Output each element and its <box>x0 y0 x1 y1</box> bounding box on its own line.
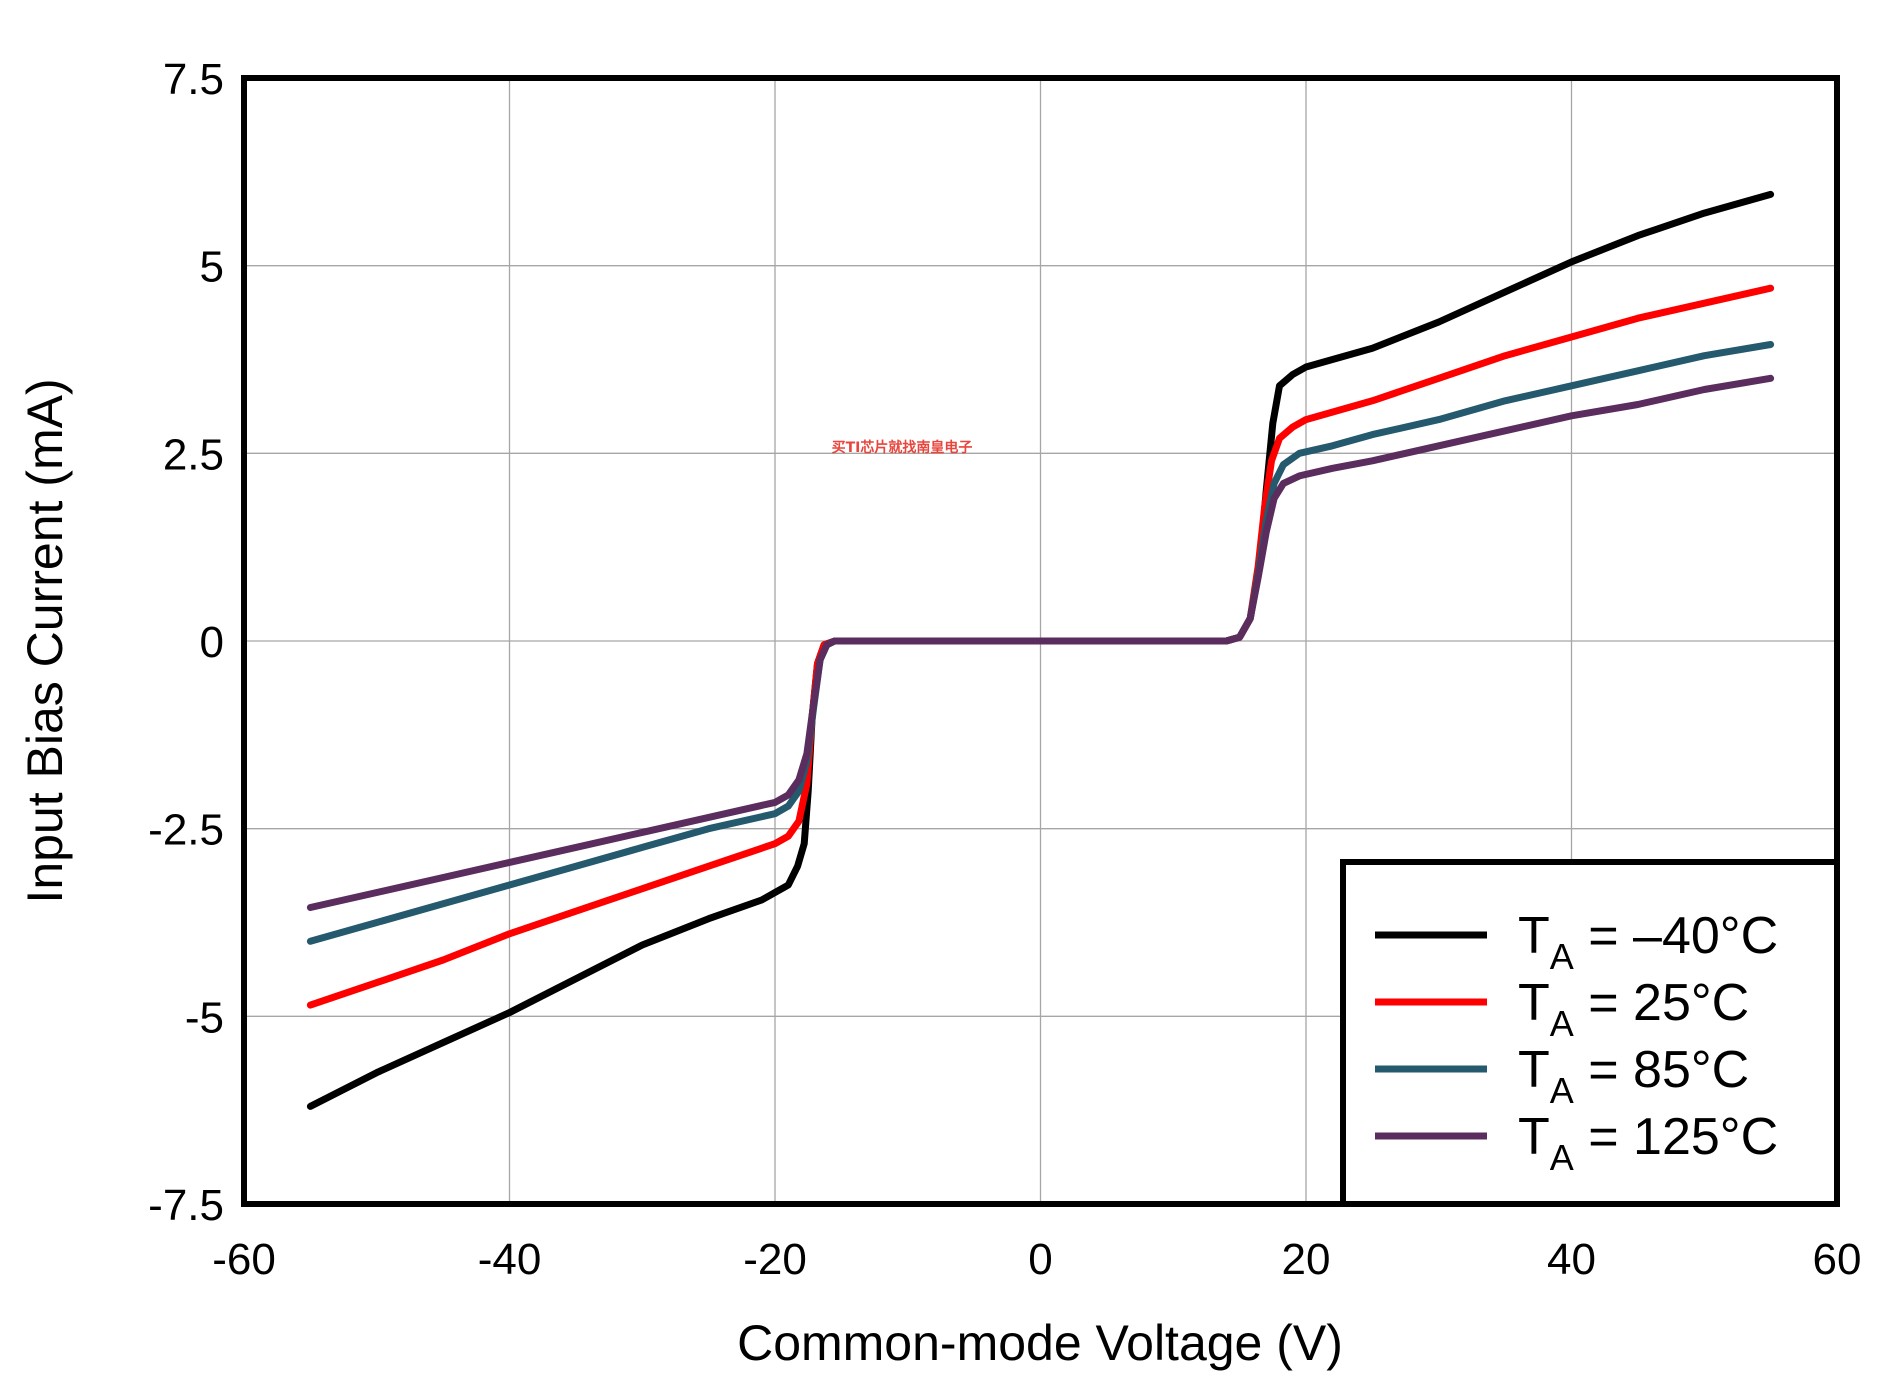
y-tick-label: -5 <box>185 993 224 1042</box>
y-tick-labels: 7.5 5 2.5 0 -2.5 -5 -7.5 <box>148 55 224 1230</box>
legend-label-main: T <box>1518 1041 1550 1099</box>
x-tick-labels: -60 -40 -20 0 20 40 60 <box>212 1235 1861 1284</box>
x-tick-label: 0 <box>1028 1235 1052 1284</box>
legend-label-main: T <box>1518 907 1550 965</box>
legend-label-sub: A <box>1550 936 1574 977</box>
series-line <box>306 374 1775 911</box>
legend-label: TA = 85°C <box>1518 1041 1749 1111</box>
x-tick-label: -60 <box>212 1235 276 1284</box>
watermark-text: 买TI芯片就找南皇电子 <box>832 439 973 456</box>
legend-label: TA = –40°C <box>1518 907 1778 977</box>
y-tick-label: -2.5 <box>148 806 224 855</box>
legend: TA = –40°CTA = 25°CTA = 85°CTA = 125°C <box>1340 859 1840 1207</box>
y-tick-label: 0 <box>200 618 224 667</box>
x-tick-label: -20 <box>743 1235 807 1284</box>
legend-label-sub: A <box>1550 1137 1574 1178</box>
legend-box <box>1340 859 1840 1207</box>
y-tick-label: 5 <box>200 243 224 292</box>
legend-label-main: T <box>1518 1108 1550 1166</box>
plot-frame <box>241 75 1840 1207</box>
legend-label-rest: = 85°C <box>1574 1041 1749 1099</box>
y-tick-label: 2.5 <box>163 430 224 479</box>
x-tick-label: -40 <box>478 1235 542 1284</box>
legend-label-rest: = 25°C <box>1574 974 1749 1032</box>
x-tick-label: 20 <box>1282 1235 1331 1284</box>
x-tick-label: 60 <box>1813 1235 1862 1284</box>
legend-label: TA = 25°C <box>1518 974 1749 1044</box>
y-tick-label: 7.5 <box>163 55 224 104</box>
legend-label-main: T <box>1518 974 1550 1032</box>
legend-label: TA = 125°C <box>1518 1108 1778 1178</box>
x-tick-label: 40 <box>1547 1235 1596 1284</box>
legend-label-rest: = –40°C <box>1574 907 1778 965</box>
legend-label-sub: A <box>1550 1003 1574 1044</box>
y-tick-label: -7.5 <box>148 1181 224 1230</box>
y-axis-title: Input Bias Current (mA) <box>17 378 73 903</box>
legend-label-rest: = 125°C <box>1574 1108 1778 1166</box>
x-axis-title: Common-mode Voltage (V) <box>737 1315 1343 1371</box>
series-group <box>306 190 1775 1110</box>
legend-label-sub: A <box>1550 1070 1574 1111</box>
